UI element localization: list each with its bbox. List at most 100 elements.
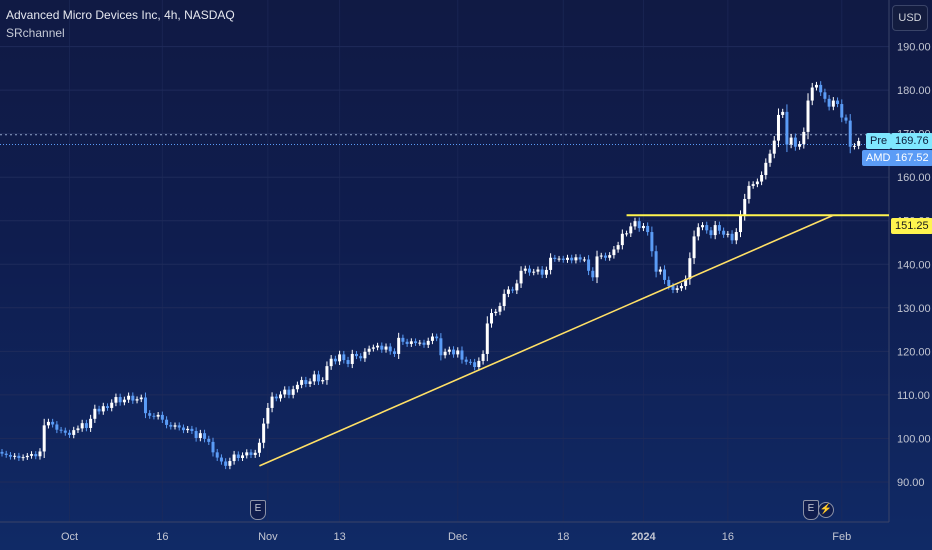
candle-body — [549, 257, 553, 270]
candle-body — [591, 270, 595, 278]
candle-body — [515, 283, 519, 291]
candle-body — [291, 389, 295, 395]
earnings-event-marker[interactable]: E — [803, 500, 819, 520]
candle-body — [249, 452, 253, 455]
candle-body — [426, 340, 430, 345]
candle-body — [317, 374, 320, 382]
candle-body — [760, 175, 764, 182]
candle-body — [633, 221, 637, 227]
candle-body — [38, 451, 42, 457]
last-price-tag: 167.52 — [891, 150, 932, 166]
candle-body — [709, 230, 713, 236]
candle-body — [51, 421, 55, 425]
candle-body — [561, 258, 565, 260]
candle-body — [359, 356, 363, 359]
candle-body — [177, 425, 181, 428]
dividend-event-icon[interactable]: ⚡ — [818, 502, 834, 518]
currency-button[interactable]: USD — [892, 5, 928, 31]
candle-body — [667, 279, 671, 287]
candle-body — [388, 346, 392, 352]
candle-body — [443, 351, 447, 356]
candle-body — [376, 345, 380, 348]
candle-body — [540, 269, 544, 275]
candle-body — [13, 455, 17, 457]
candle-body — [599, 255, 603, 257]
candle-body — [717, 225, 721, 231]
indicator-label[interactable]: SRchannel — [6, 26, 65, 40]
candle-body — [414, 341, 418, 344]
candle-body — [55, 424, 59, 430]
candle-body — [241, 455, 245, 459]
candle-body — [439, 338, 443, 356]
price-tick-label: 190.00 — [897, 42, 931, 54]
candle-body — [392, 351, 396, 354]
candle-body — [570, 257, 574, 261]
candle-body — [346, 360, 350, 364]
candle-body — [139, 397, 143, 400]
candle-body — [629, 226, 633, 234]
candle-body — [42, 425, 46, 452]
candle-body — [625, 233, 629, 235]
candle-body — [101, 406, 105, 412]
price-axis: 90.00100.00110.00120.00130.00140.00150.0… — [897, 42, 931, 489]
candle-body — [80, 423, 84, 429]
candle-body — [608, 255, 612, 258]
candle-body — [21, 457, 25, 459]
time-axis: Oct 16 Nov 13 Dec 18 2024 16 Feb — [61, 531, 851, 543]
candle-body — [612, 249, 616, 256]
earnings-event-marker[interactable]: E — [250, 500, 266, 520]
candle-body — [574, 257, 578, 261]
candle-body — [131, 395, 135, 401]
candle-body — [523, 268, 527, 271]
candle-body — [481, 353, 485, 361]
candle-body — [25, 455, 29, 458]
candle-body — [696, 227, 700, 237]
candle-body — [776, 114, 780, 141]
candle-body — [844, 117, 848, 121]
candle-body — [253, 452, 257, 455]
price-tick-label: 90.00 — [897, 477, 925, 489]
price-tick-label: 100.00 — [897, 433, 931, 445]
candle-body — [283, 389, 287, 395]
candle-body — [245, 452, 249, 456]
candle-body — [342, 354, 346, 361]
candle-body — [798, 144, 802, 147]
candle-body — [764, 162, 768, 176]
candle-body — [848, 120, 852, 147]
candle-body — [781, 111, 785, 115]
candle-body — [823, 92, 827, 99]
candle-body — [262, 423, 266, 443]
candle-body — [802, 131, 806, 145]
candle-body — [502, 293, 506, 307]
candle-body — [203, 433, 207, 439]
candle-body — [701, 225, 705, 228]
candle-body — [30, 454, 34, 456]
candle-body — [97, 408, 101, 412]
candle-body — [160, 414, 164, 420]
candle-body — [688, 258, 692, 280]
time-tick-label: 18 — [557, 531, 569, 543]
candle-body — [456, 350, 460, 355]
candle-body — [304, 380, 308, 384]
candle-body — [46, 421, 50, 426]
candle-body — [156, 414, 160, 417]
price-tick-label: 180.00 — [897, 85, 931, 97]
candle-body — [186, 428, 190, 431]
candle-body — [814, 84, 818, 88]
support-trend-line — [259, 214, 834, 467]
price-tick-label: 120.00 — [897, 346, 931, 358]
candle-body — [211, 441, 215, 453]
candle-body — [506, 289, 510, 294]
candle-body — [257, 442, 261, 453]
candle-body — [287, 389, 291, 395]
candle-body — [654, 251, 658, 272]
candle-body — [836, 100, 840, 105]
candle-body — [806, 100, 810, 132]
candle-body — [34, 454, 38, 457]
candle-body — [325, 366, 329, 381]
candle-body — [490, 313, 494, 324]
candle-body — [435, 336, 439, 339]
candle-body — [565, 257, 569, 260]
candle-body — [528, 268, 531, 273]
